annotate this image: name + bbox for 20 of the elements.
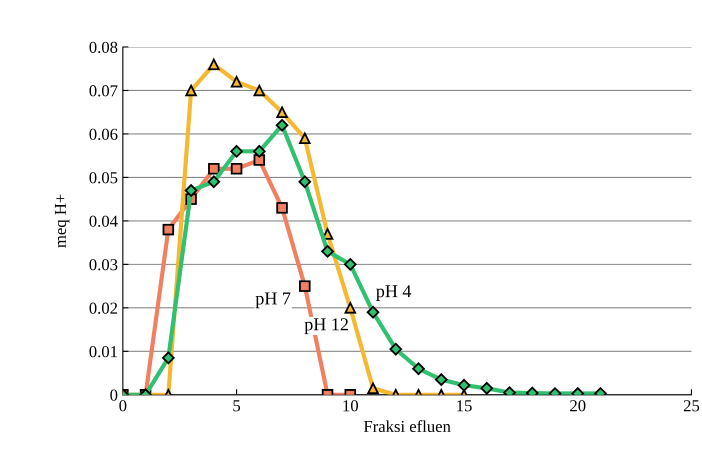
y-tick-label: 0.07 — [89, 85, 118, 96]
y-tick-label: 0.02 — [89, 302, 118, 314]
y-tick-label: 0.05 — [89, 172, 118, 184]
y-tick-label: 0 — [110, 390, 118, 401]
x-tick-label: 25 — [684, 400, 700, 412]
x-tick-label: 5 — [233, 400, 240, 412]
x-tick-label: 0 — [119, 400, 126, 412]
y-tick-label: 0.01 — [89, 346, 117, 358]
x-tick-label: 20 — [570, 400, 586, 412]
y-axis-title: meq H+ — [54, 194, 70, 248]
y-tick-label: 0.03 — [89, 259, 118, 270]
y-tick-label: 0.06 — [89, 128, 118, 140]
series-label: pH 4 — [376, 285, 412, 301]
series-label: pH 7 — [256, 292, 290, 308]
x-tick-label: 15 — [457, 400, 472, 412]
y-tick-label: 0.04 — [89, 216, 118, 227]
x-axis-title: Fraksi efluen — [364, 420, 451, 432]
x-tick-label: 10 — [343, 400, 358, 412]
series-label: pH 12 — [304, 318, 348, 334]
y-tick-label: 0.08 — [89, 42, 118, 54]
